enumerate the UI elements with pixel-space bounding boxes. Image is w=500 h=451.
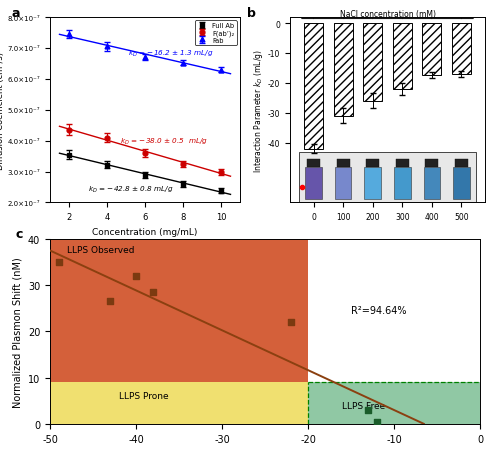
Text: $k_D$ = −16.2 ± 1.3 mL/g: $k_D$ = −16.2 ± 1.3 mL/g — [128, 49, 213, 59]
Bar — [50, 239, 308, 382]
Bar — [299, 152, 476, 203]
Point — [373, 418, 381, 425]
Bar — [307, 160, 320, 167]
Bar — [306, 167, 322, 200]
Point — [106, 298, 114, 305]
Bar — [455, 160, 468, 167]
Bar — [364, 167, 381, 200]
Bar — [50, 382, 308, 424]
Text: c: c — [16, 228, 23, 241]
Bar — [304, 24, 323, 149]
Bar — [308, 382, 480, 424]
Bar — [334, 24, 353, 116]
Bar — [453, 167, 469, 200]
Point — [54, 258, 62, 266]
Point — [364, 406, 372, 414]
Bar — [452, 24, 471, 75]
Y-axis label: Normalized Plasmon Shift (nM): Normalized Plasmon Shift (nM) — [12, 256, 22, 407]
Text: LLPS Observed: LLPS Observed — [67, 246, 134, 255]
Point — [149, 289, 157, 296]
X-axis label: Interaction Parameter ($k_D$): Interaction Parameter ($k_D$) — [196, 449, 334, 451]
Y-axis label: Interaction Parameter $k_D$ (mL/g): Interaction Parameter $k_D$ (mL/g) — [252, 49, 265, 172]
Bar — [396, 160, 409, 167]
Bar — [363, 24, 382, 101]
Bar — [394, 167, 410, 200]
Text: LLPS Free: LLPS Free — [342, 401, 386, 410]
Bar — [426, 160, 438, 167]
Text: a: a — [12, 7, 20, 20]
Text: $k_D$ = −42.8 ± 0.8 mL/g: $k_D$ = −42.8 ± 0.8 mL/g — [88, 185, 174, 195]
Text: $k_D$ = −38.0 ± 0.5  mL/g: $k_D$ = −38.0 ± 0.5 mL/g — [120, 137, 208, 147]
Y-axis label: Diffusion Coefficient (cm²/s): Diffusion Coefficient (cm²/s) — [0, 51, 5, 170]
Text: NaCl concentration (mM): NaCl concentration (mM) — [340, 9, 436, 18]
Text: LLPS Prone: LLPS Prone — [119, 391, 168, 400]
Bar — [366, 160, 379, 167]
Point — [287, 318, 295, 326]
Bar — [392, 24, 412, 90]
Text: R²=94.64%: R²=94.64% — [351, 305, 406, 315]
Text: b: b — [247, 7, 256, 20]
X-axis label: Concentration (mg/mL): Concentration (mg/mL) — [92, 227, 198, 236]
Bar — [424, 167, 440, 200]
Legend: Full Ab, F(ab’)₂, Fab: Full Ab, F(ab’)₂, Fab — [195, 21, 236, 46]
Bar — [422, 24, 442, 76]
Point — [132, 272, 140, 280]
Bar — [335, 167, 351, 200]
Bar — [336, 160, 349, 167]
